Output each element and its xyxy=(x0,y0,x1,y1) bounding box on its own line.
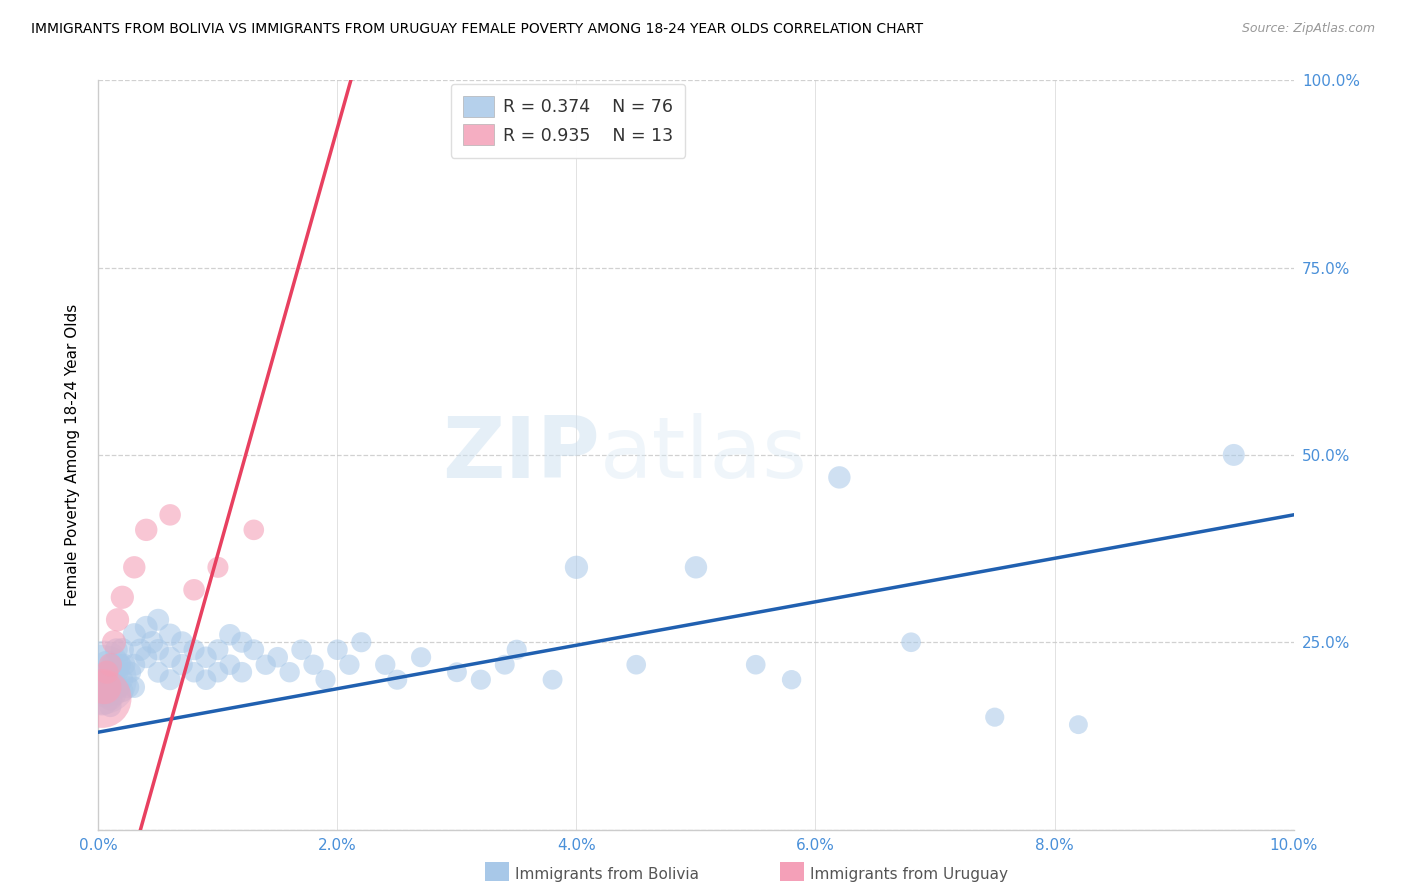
Point xyxy=(135,523,157,537)
Point xyxy=(105,642,128,657)
Point xyxy=(141,635,163,649)
Point xyxy=(411,650,433,665)
Point xyxy=(91,673,114,687)
Point xyxy=(97,680,120,694)
Point xyxy=(159,508,181,522)
Point xyxy=(93,673,115,687)
Point xyxy=(114,657,136,672)
Point xyxy=(506,642,529,657)
Point xyxy=(117,680,139,694)
Point xyxy=(231,635,253,649)
Point xyxy=(98,657,122,672)
Text: Immigrants from Bolivia: Immigrants from Bolivia xyxy=(515,867,699,881)
Point xyxy=(124,680,146,694)
Point xyxy=(183,582,205,597)
Point xyxy=(374,657,396,672)
Point xyxy=(148,642,170,657)
Point xyxy=(243,642,266,657)
Point xyxy=(107,665,129,680)
Point xyxy=(111,642,134,657)
Point xyxy=(172,635,194,649)
Point xyxy=(98,691,122,706)
Point xyxy=(1223,448,1246,462)
Point xyxy=(278,665,301,680)
Point xyxy=(103,673,125,687)
Point xyxy=(101,657,124,672)
Point xyxy=(159,673,181,687)
Text: Source: ZipAtlas.com: Source: ZipAtlas.com xyxy=(1241,22,1375,36)
Point xyxy=(148,665,170,680)
Point xyxy=(148,613,170,627)
Point xyxy=(111,591,134,605)
Point xyxy=(685,560,707,574)
Point xyxy=(195,673,218,687)
Point xyxy=(183,665,205,680)
Point xyxy=(470,673,492,687)
Point xyxy=(219,657,242,672)
Point xyxy=(315,673,337,687)
Point xyxy=(98,680,122,694)
Legend: R = 0.374    N = 76, R = 0.935    N = 13: R = 0.374 N = 76, R = 0.935 N = 13 xyxy=(451,84,685,158)
Point xyxy=(135,620,157,634)
Point xyxy=(111,684,134,698)
Point xyxy=(135,650,157,665)
Point xyxy=(291,642,314,657)
Point xyxy=(494,657,516,672)
Y-axis label: Female Poverty Among 18-24 Year Olds: Female Poverty Among 18-24 Year Olds xyxy=(65,304,80,606)
Point xyxy=(104,688,127,702)
Point xyxy=(93,680,115,694)
Point xyxy=(541,673,564,687)
Point xyxy=(745,657,768,672)
Point xyxy=(93,657,115,672)
Point xyxy=(98,673,122,687)
Point xyxy=(626,657,648,672)
Point xyxy=(207,560,229,574)
Point xyxy=(243,523,266,537)
Point xyxy=(231,665,253,680)
Point xyxy=(183,642,205,657)
Point xyxy=(96,665,118,680)
Point xyxy=(302,657,325,672)
Point xyxy=(219,628,242,642)
Point xyxy=(339,657,361,672)
Point xyxy=(96,657,118,672)
Point xyxy=(124,628,146,642)
Point xyxy=(159,628,181,642)
Point xyxy=(120,665,142,680)
Text: IMMIGRANTS FROM BOLIVIA VS IMMIGRANTS FROM URUGUAY FEMALE POVERTY AMONG 18-24 YE: IMMIGRANTS FROM BOLIVIA VS IMMIGRANTS FR… xyxy=(31,22,924,37)
Point xyxy=(98,665,121,680)
Point xyxy=(900,635,922,649)
Point xyxy=(828,470,851,484)
Point xyxy=(780,673,803,687)
Point xyxy=(103,635,125,649)
Point xyxy=(111,673,134,687)
Point xyxy=(124,657,146,672)
Point xyxy=(124,560,146,574)
Point xyxy=(984,710,1007,724)
Point xyxy=(565,560,588,574)
Point xyxy=(1067,717,1090,731)
Point xyxy=(385,673,409,687)
Point xyxy=(326,642,349,657)
Point xyxy=(91,691,114,706)
Point xyxy=(254,657,277,672)
Point xyxy=(350,635,373,649)
Point xyxy=(107,680,129,694)
Point xyxy=(108,657,131,672)
Point xyxy=(98,698,122,713)
Point xyxy=(195,650,218,665)
Point xyxy=(267,650,290,665)
Point xyxy=(94,688,117,702)
Text: ZIP: ZIP xyxy=(443,413,600,497)
Point xyxy=(129,642,152,657)
Point xyxy=(207,642,229,657)
Point xyxy=(207,665,229,680)
Point xyxy=(446,665,468,680)
Text: Immigrants from Uruguay: Immigrants from Uruguay xyxy=(810,867,1008,881)
Point xyxy=(107,613,129,627)
Point xyxy=(159,650,181,665)
Point xyxy=(91,691,114,706)
Point xyxy=(172,657,194,672)
Text: atlas: atlas xyxy=(600,413,808,497)
